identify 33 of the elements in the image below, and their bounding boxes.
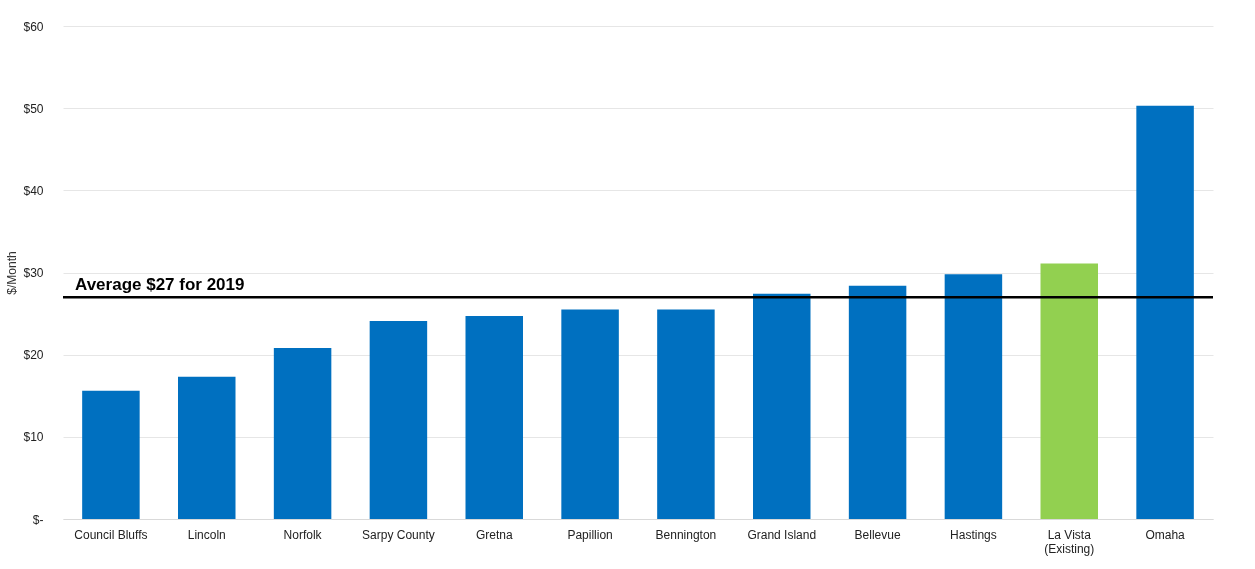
x-tick-label: Lincoln xyxy=(187,527,226,542)
x-tick-label: Hastings xyxy=(950,527,997,542)
y-axis-title: $/Month xyxy=(5,251,20,295)
y-tick-label: $50 xyxy=(23,101,44,116)
bar xyxy=(82,390,140,519)
x-tick-label: Council Bluffs xyxy=(74,527,148,542)
bar xyxy=(657,309,715,519)
bar xyxy=(1136,105,1194,519)
y-tick-label: $40 xyxy=(23,183,44,198)
bar xyxy=(369,320,428,519)
x-tick-label: Papillion xyxy=(567,527,613,542)
x-tick-label: La Vista (Existing) xyxy=(1044,527,1095,556)
ref-line-label: Average $27 for 2019 xyxy=(75,275,245,295)
y-tick-label: $- xyxy=(32,512,44,527)
x-tick-label: Sarpy County xyxy=(362,527,435,542)
bar xyxy=(561,309,619,519)
y-tick-label: $60 xyxy=(23,19,44,34)
bar xyxy=(944,274,1003,519)
x-tick-label: Grand Island xyxy=(747,527,817,542)
bar xyxy=(273,348,332,519)
x-tick-label: Bennington xyxy=(655,527,717,542)
x-tick-label: Norfolk xyxy=(283,527,323,542)
bar xyxy=(1040,263,1098,519)
bar xyxy=(753,293,811,519)
y-tick-label: $20 xyxy=(23,348,44,363)
y-tick-label: $10 xyxy=(23,430,44,445)
bar xyxy=(465,316,523,519)
bar xyxy=(848,285,907,519)
bar xyxy=(178,376,236,519)
y-tick-label: $30 xyxy=(23,266,44,280)
x-tick-label: Bellevue xyxy=(854,527,901,542)
x-tick-label: Gretna xyxy=(475,527,513,542)
x-tick-label: Omaha xyxy=(1145,527,1186,542)
